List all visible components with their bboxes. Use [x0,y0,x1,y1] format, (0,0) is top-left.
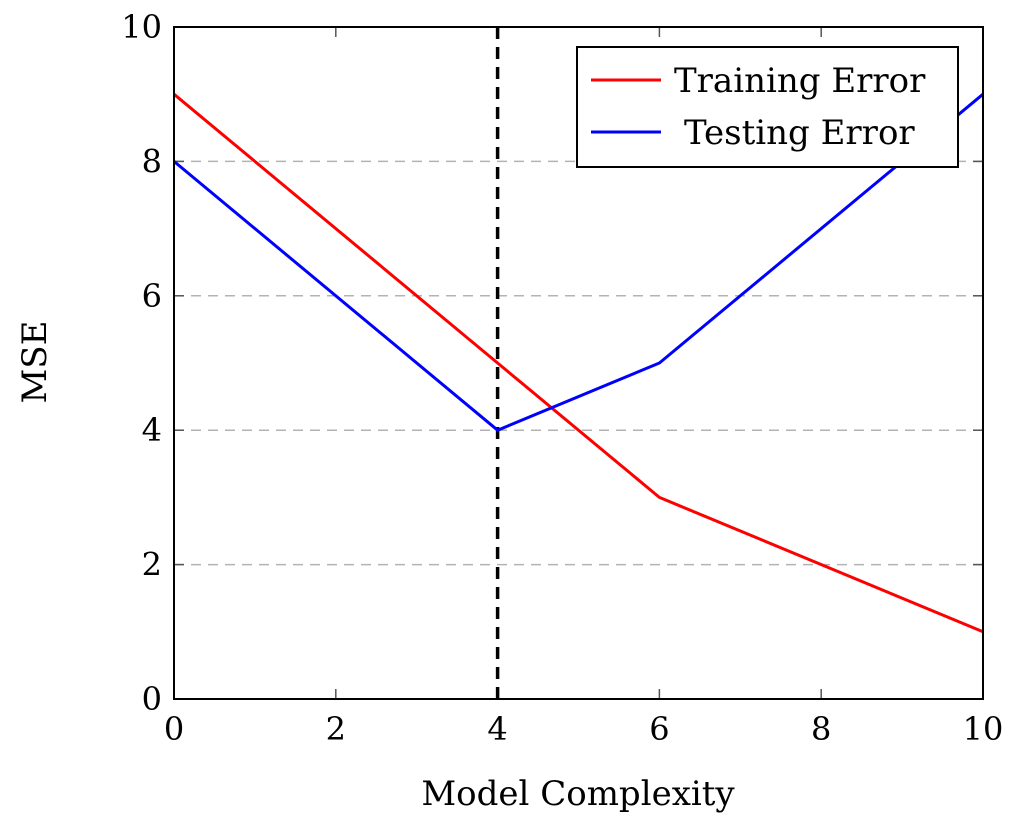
grid-lines [174,160,983,566]
legend: Training Error Testing Error [576,46,959,168]
legend-label-testing-error: Testing Error [684,113,915,153]
y-tick-label: 10 [121,8,162,46]
x-tick-label: 2 [326,710,346,748]
legend-label-training-error: Training Error [674,61,926,101]
y-tick-labels: 0 2 4 6 8 10 [121,8,162,718]
x-tick-label: 0 [164,710,184,748]
x-tick-label: 10 [963,710,1004,748]
y-axis-title: MSE [15,321,55,404]
y-tick-label: 4 [142,411,162,449]
y-tick-label: 8 [142,142,162,180]
series-line-testing-error [173,93,984,432]
series-lines [173,93,984,634]
y-tick-label: 0 [142,680,162,718]
x-tick-labels: 0 2 4 6 8 10 [164,710,1004,748]
x-axis-title: Model Complexity [421,774,735,814]
x-tick-label: 6 [649,710,669,748]
x-tick-label: 8 [811,710,831,748]
series-line-training-error [173,93,984,634]
plot-frame [173,26,984,700]
y-tick-label: 2 [142,546,162,584]
x-tick-label: 4 [487,710,507,748]
y-tick-label: 6 [142,277,162,315]
legend-box [576,46,959,168]
